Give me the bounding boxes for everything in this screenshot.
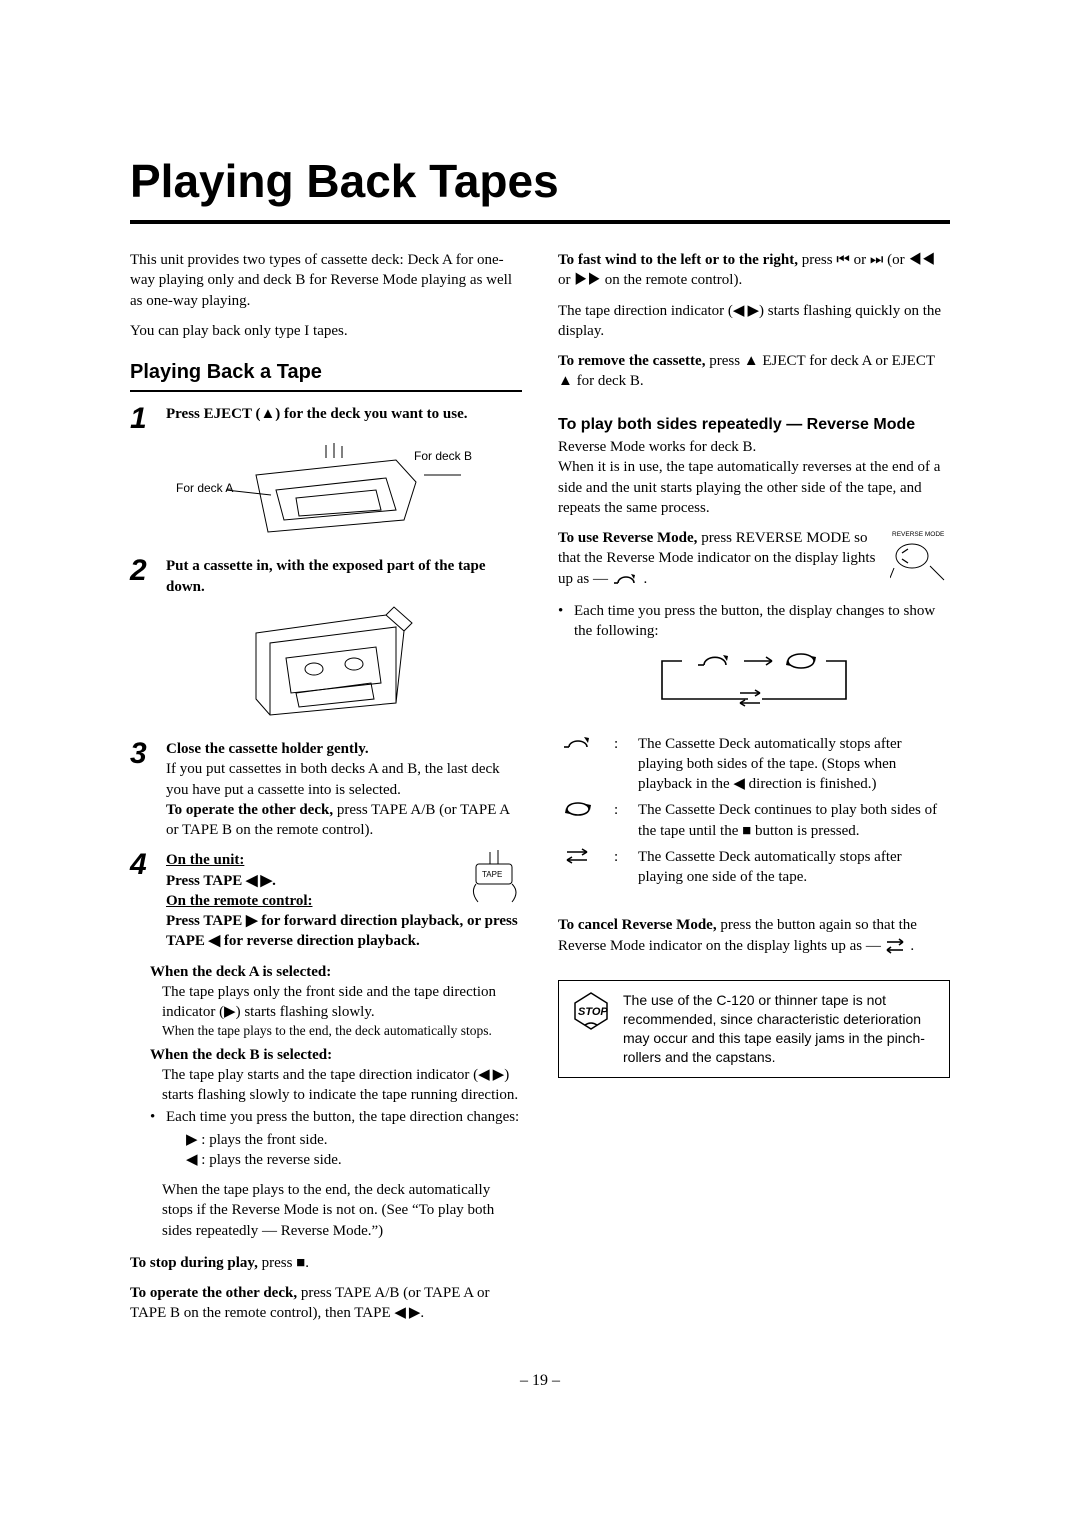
- reverse-mode-loop-open-icon: [612, 571, 640, 587]
- use-reverse-a: To use Reverse Mode,: [558, 530, 697, 546]
- svg-text:TAPE: TAPE: [482, 870, 502, 879]
- deck-b-bullet: • Each time you press the button, the ta…: [150, 1107, 522, 1127]
- deck-illustration-icon: For deck A For deck B: [176, 440, 476, 540]
- step-number: 4: [130, 850, 156, 880]
- mode-closed-loop-icon: [563, 800, 593, 818]
- step-number: 2: [130, 556, 156, 586]
- mode-row-2: : The Cassette Deck continues to play bo…: [558, 800, 950, 841]
- mode-row-1: : The Cassette Deck automatically stops …: [558, 734, 950, 795]
- use-reverse-c: .: [640, 571, 648, 587]
- deck-a-label: For deck A: [176, 481, 233, 495]
- step-3-body-2: To operate the other deck, press TAPE A/…: [166, 800, 522, 841]
- title-rule: [130, 220, 950, 224]
- svg-text:STOP: STOP: [578, 1006, 608, 1018]
- deck-b-front: ▶ : plays the front side.: [186, 1130, 522, 1150]
- caution-stop-icon: STOP: [571, 991, 611, 1031]
- mode-row-3: : The Cassette Deck automatically stops …: [558, 847, 950, 888]
- cassette-figure: [130, 603, 522, 729]
- step-number: 1: [130, 404, 156, 434]
- mode-cycle-figure: [558, 647, 950, 723]
- operate-other-deck: To operate the other deck, press TAPE A/…: [130, 1283, 522, 1324]
- fast-wind: To fast wind to the left or to the right…: [558, 250, 950, 291]
- cancel-reverse-c: .: [907, 938, 915, 954]
- deck-b-p1: The tape play starts and the tape direct…: [162, 1065, 522, 1106]
- reverse-mode-button-label: REVERSE MODE: [892, 531, 945, 538]
- step-1: 1 Press EJECT (▲) for the deck you want …: [130, 404, 522, 434]
- right-column: To fast wind to the left or to the right…: [558, 250, 950, 1333]
- deck-a-p1: The tape plays only the front side and t…: [162, 982, 522, 1023]
- section-rule: [130, 390, 522, 392]
- stop-play-a: To stop during play,: [130, 1255, 258, 1271]
- mode-1-desc: The Cassette Deck automatically stops af…: [638, 734, 950, 795]
- mode-cycle-icon: [644, 647, 864, 717]
- remove-cassette: To remove the cassette, press ▲ EJECT fo…: [558, 351, 950, 392]
- intro-paragraph-1: This unit provides two types of cassette…: [130, 250, 522, 311]
- mode-2-desc: The Cassette Deck continues to play both…: [638, 800, 950, 841]
- step-4-remote-press: Press TAPE ▶ for forward direction playb…: [166, 911, 522, 952]
- fast-wind-indicator: The tape direction indicator (◀ ▶) start…: [558, 301, 950, 342]
- intro-paragraph-2: You can play back only type I tapes.: [130, 321, 522, 341]
- step-4: 4 TAPE On the unit: Press TAPE ◀ ▶.: [130, 850, 522, 951]
- deck-b-reverse: ◀ : plays the reverse side.: [186, 1150, 522, 1170]
- operate-other-a: To operate the other deck,: [130, 1285, 297, 1301]
- deck-b-selected-head: When the deck B is selected:: [150, 1047, 332, 1063]
- reverse-mode-button-icon: REVERSE MODE: [890, 528, 950, 584]
- section-heading-playing-back: Playing Back a Tape: [130, 359, 522, 386]
- page-title: Playing Back Tapes: [130, 150, 950, 212]
- caution-box: STOP The use of the C-120 or thinner tap…: [558, 980, 950, 1078]
- reverse-mode-heading: To play both sides repeatedly — Reverse …: [558, 414, 950, 436]
- deck-b-label: For deck B: [414, 449, 472, 463]
- step-3-text: Close the cassette holder gently.: [166, 739, 522, 759]
- stop-play-b: press ■.: [258, 1255, 309, 1271]
- step-number: 3: [130, 739, 156, 769]
- deck-figure: For deck A For deck B: [130, 440, 522, 546]
- fast-wind-a: To fast wind to the left or to the right…: [558, 252, 798, 268]
- step-3-body-2a: To operate the other deck,: [166, 802, 333, 818]
- step-3-body-1: If you put cassettes in both decks A and…: [166, 759, 522, 800]
- deck-a-selected-head: When the deck A is selected:: [150, 964, 331, 980]
- mode-one-side-inline-icon: [885, 938, 907, 954]
- cancel-reverse-mode: To cancel Reverse Mode, press the button…: [558, 915, 950, 956]
- tape-button-icon: TAPE: [468, 850, 522, 904]
- step-1-text: Press EJECT (▲) for the deck you want to…: [166, 406, 468, 422]
- deck-b-bullet-text: Each time you press the button, the tape…: [166, 1107, 519, 1127]
- step-2: 2 Put a cassette in, with the exposed pa…: [130, 556, 522, 597]
- mode-one-side-icon: [563, 847, 593, 865]
- each-press: Each time you press the button, the disp…: [574, 601, 950, 642]
- mode-3-desc: The Cassette Deck automatically stops af…: [638, 847, 950, 888]
- left-column: This unit provides two types of cassette…: [130, 250, 522, 1333]
- reverse-mode-p1: Reverse Mode works for deck B.: [558, 437, 950, 457]
- page-number: – 19 –: [130, 1370, 950, 1392]
- cassette-illustration-icon: [236, 603, 416, 723]
- stop-play: To stop during play, press ■.: [130, 1253, 522, 1273]
- caution-text: The use of the C-120 or thinner tape is …: [623, 991, 937, 1067]
- two-column-layout: This unit provides two types of cassette…: [130, 250, 950, 1333]
- cancel-reverse-a: To cancel Reverse Mode,: [558, 917, 717, 933]
- step-2-text: Put a cassette in, with the exposed part…: [166, 558, 486, 594]
- mode-open-loop-icon: [563, 734, 593, 752]
- deck-b-p2: When the tape plays to the end, the deck…: [162, 1180, 522, 1241]
- remove-cassette-a: To remove the cassette,: [558, 353, 705, 369]
- deck-a-p2: When the tape plays to the end, the deck…: [162, 1022, 522, 1040]
- step-3: 3 Close the cassette holder gently. If y…: [130, 739, 522, 840]
- reverse-mode-p2: When it is in use, the tape automaticall…: [558, 457, 950, 518]
